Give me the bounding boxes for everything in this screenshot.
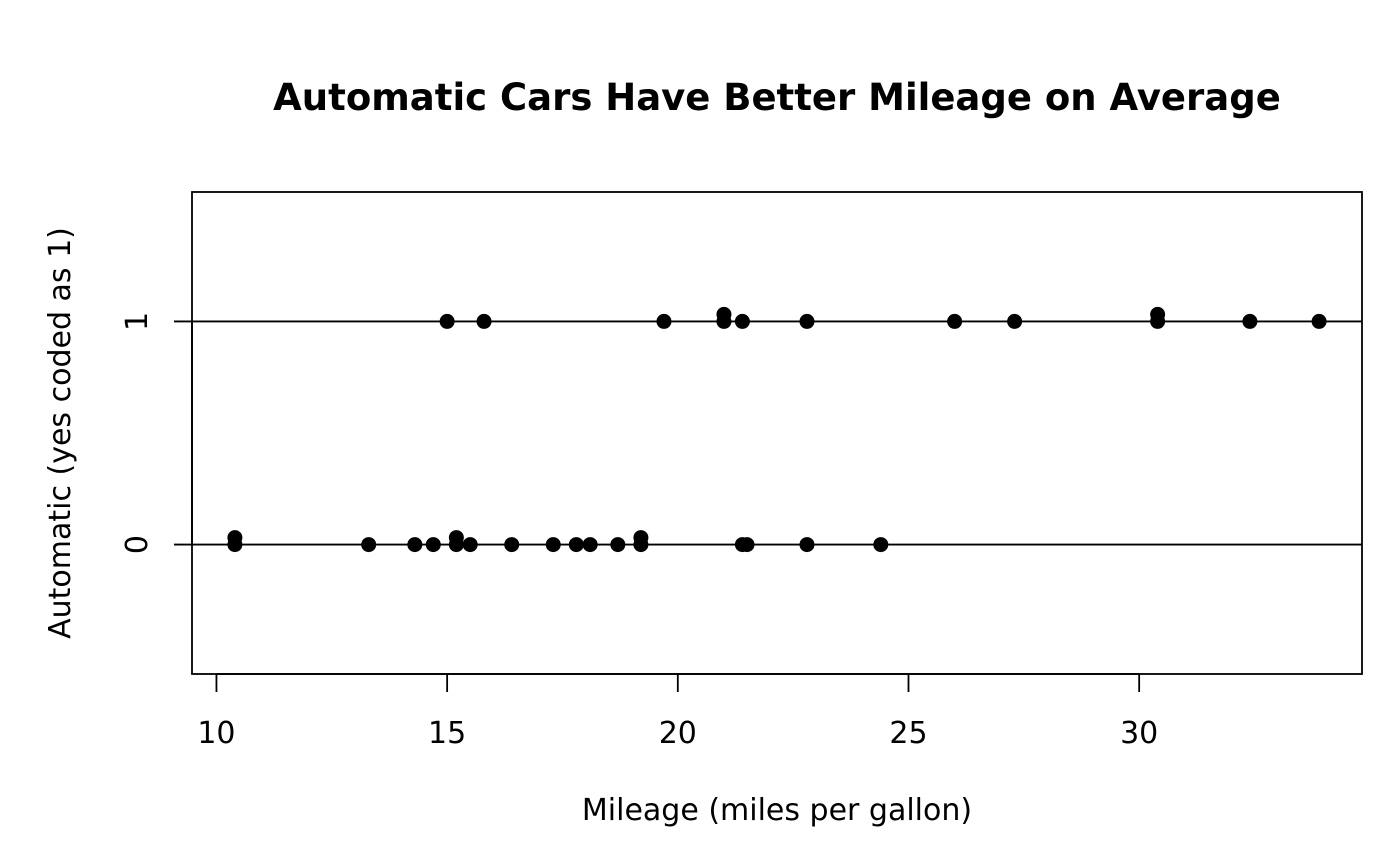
- data-point: [656, 313, 672, 329]
- data-point: [462, 537, 478, 553]
- data-point: [476, 313, 492, 329]
- data-point: [439, 313, 455, 329]
- data-point: [1150, 306, 1166, 322]
- x-tick-label: 30: [1120, 716, 1158, 751]
- y-tick-label: 0: [120, 535, 155, 554]
- x-tick-label: 20: [659, 716, 697, 751]
- data-point: [1242, 313, 1258, 329]
- data-point: [448, 530, 464, 546]
- data-point: [947, 313, 963, 329]
- plot-frame: [191, 191, 1363, 675]
- x-tick-label: 25: [889, 716, 927, 751]
- data-point: [716, 306, 732, 322]
- x-axis-label: Mileage (miles per gallon): [582, 793, 972, 828]
- data-point: [407, 537, 423, 553]
- data-point: [873, 537, 889, 553]
- data-point: [1007, 313, 1023, 329]
- data-point: [739, 537, 755, 553]
- data-point: [568, 537, 584, 553]
- y-axis-label: Automatic (yes coded as 1): [43, 227, 78, 639]
- y-axis: 01: [120, 312, 193, 554]
- x-axis: 10 15 20 25 30: [197, 673, 1158, 751]
- x-tick-label: 10: [197, 716, 235, 751]
- data-point: [799, 537, 815, 553]
- data-point: [1311, 313, 1327, 329]
- reference-lines: [192, 320, 1362, 546]
- data-point: [633, 530, 649, 546]
- data-point: [582, 537, 598, 553]
- data-point: [425, 537, 441, 553]
- x-tick-label: 15: [428, 716, 466, 751]
- data-point: [227, 530, 243, 546]
- data-point: [610, 537, 626, 553]
- data-points: [227, 306, 1327, 553]
- data-point: [799, 313, 815, 329]
- chart-title: Automatic Cars Have Better Mileage on Av…: [273, 76, 1281, 119]
- data-point: [734, 313, 750, 329]
- data-point: [361, 537, 377, 553]
- y-tick-label: 1: [120, 312, 155, 331]
- data-point: [545, 537, 561, 553]
- data-point: [504, 537, 520, 553]
